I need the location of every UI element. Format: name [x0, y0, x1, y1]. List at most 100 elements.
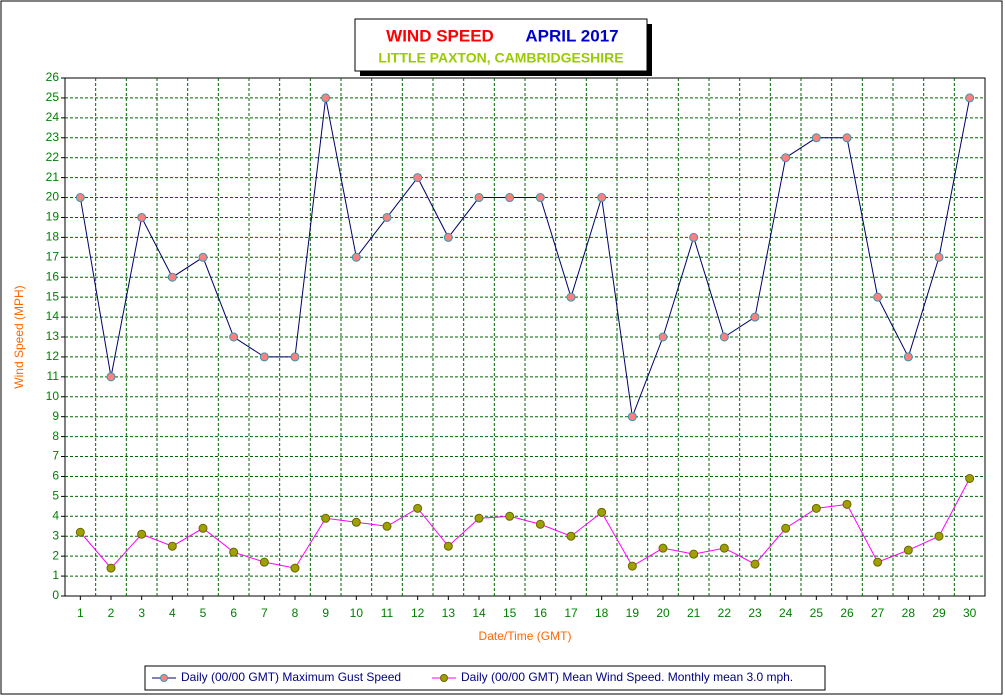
legend-marker	[160, 674, 168, 682]
y-tick-label: 4	[52, 508, 59, 522]
data-point	[167, 541, 177, 551]
data-point	[873, 292, 883, 302]
x-axis-label: Date/Time (GMT)	[479, 629, 572, 643]
data-point	[474, 513, 484, 523]
data-point	[382, 521, 392, 531]
x-tick-label: 20	[656, 606, 670, 620]
x-tick-label: 18	[595, 606, 609, 620]
data-point	[842, 499, 852, 509]
data-point	[903, 352, 913, 362]
data-point	[781, 153, 791, 163]
data-point	[811, 133, 821, 143]
y-tick-label: 24	[46, 110, 60, 124]
y-axis-label: Wind Speed (MPH)	[12, 285, 26, 388]
x-tick-label: 2	[108, 606, 115, 620]
y-tick-label: 20	[46, 190, 60, 204]
data-point	[413, 173, 423, 183]
data-point	[75, 527, 85, 537]
y-tick-label: 7	[52, 449, 59, 463]
data-point	[965, 473, 975, 483]
data-point	[259, 557, 269, 567]
x-tick-label: 7	[261, 606, 268, 620]
x-tick-label: 9	[322, 606, 329, 620]
data-point	[811, 503, 821, 513]
chart-period: APRIL 2017	[525, 26, 618, 45]
series-line	[79, 478, 971, 569]
x-tick-label: 4	[169, 606, 176, 620]
y-tick-label: 13	[46, 329, 60, 343]
x-tick-label: 27	[871, 606, 885, 620]
x-tick-label: 21	[687, 606, 701, 620]
data-point	[229, 547, 239, 557]
data-point	[106, 563, 116, 573]
x-tick-label: 23	[748, 606, 762, 620]
data-point	[535, 519, 545, 529]
x-tick-label: 12	[411, 606, 425, 620]
data-point	[658, 332, 668, 342]
x-tick-label: 28	[902, 606, 916, 620]
y-tick-label: 22	[46, 150, 60, 164]
y-tick-label: 19	[46, 210, 60, 224]
x-tick-label: 10	[350, 606, 364, 620]
data-point	[321, 513, 331, 523]
data-point	[658, 543, 668, 553]
data-point	[137, 212, 147, 222]
x-tick-label: 25	[810, 606, 824, 620]
data-point	[137, 529, 147, 539]
y-tick-label: 26	[46, 70, 60, 84]
data-point	[443, 541, 453, 551]
data-point	[965, 93, 975, 103]
y-tick-label: 21	[46, 170, 60, 184]
legend-marker	[440, 674, 448, 682]
data-point	[535, 193, 545, 203]
x-tick-label: 29	[932, 606, 946, 620]
data-point	[474, 193, 484, 203]
x-tick-label: 8	[292, 606, 299, 620]
y-tick-label: 2	[52, 548, 59, 562]
y-tick-label: 0	[52, 588, 59, 602]
data-point	[75, 193, 85, 203]
data-point	[505, 511, 515, 521]
data-point	[781, 523, 791, 533]
x-tick-label: 22	[718, 606, 732, 620]
data-point	[597, 507, 607, 517]
y-tick-label: 6	[52, 469, 59, 483]
data-point	[198, 523, 208, 533]
legend-label: Daily (00/00 GMT) Mean Wind Speed. Month…	[461, 670, 793, 684]
x-tick-label: 15	[503, 606, 517, 620]
x-tick-label: 13	[442, 606, 456, 620]
data-point	[689, 549, 699, 559]
data-point	[413, 503, 423, 513]
data-point	[229, 332, 239, 342]
data-point	[627, 412, 637, 422]
y-tick-label: 23	[46, 130, 60, 144]
x-tick-label: 26	[840, 606, 854, 620]
x-tick-label: 5	[200, 606, 207, 620]
data-point	[689, 232, 699, 242]
data-point	[597, 193, 607, 203]
y-tick-label: 14	[46, 309, 60, 323]
data-point	[321, 93, 331, 103]
x-tick-label: 30	[963, 606, 977, 620]
x-tick-label: 17	[564, 606, 578, 620]
data-point	[873, 557, 883, 567]
data-point	[719, 543, 729, 553]
y-tick-label: 12	[46, 349, 60, 363]
x-tick-label: 1	[77, 606, 84, 620]
y-tick-label: 1	[52, 568, 59, 582]
data-point	[934, 531, 944, 541]
data-point	[566, 531, 576, 541]
y-tick-label: 25	[46, 90, 60, 104]
x-tick-label: 14	[472, 606, 486, 620]
y-tick-label: 9	[52, 409, 59, 423]
x-tick-label: 6	[230, 606, 237, 620]
legend-box	[144, 665, 826, 691]
x-tick-label: 19	[626, 606, 640, 620]
title-box	[354, 18, 648, 72]
x-tick-label: 3	[138, 606, 145, 620]
data-point	[290, 563, 300, 573]
y-tick-label: 16	[46, 269, 60, 283]
data-point	[903, 545, 913, 555]
y-tick-label: 18	[46, 230, 60, 244]
